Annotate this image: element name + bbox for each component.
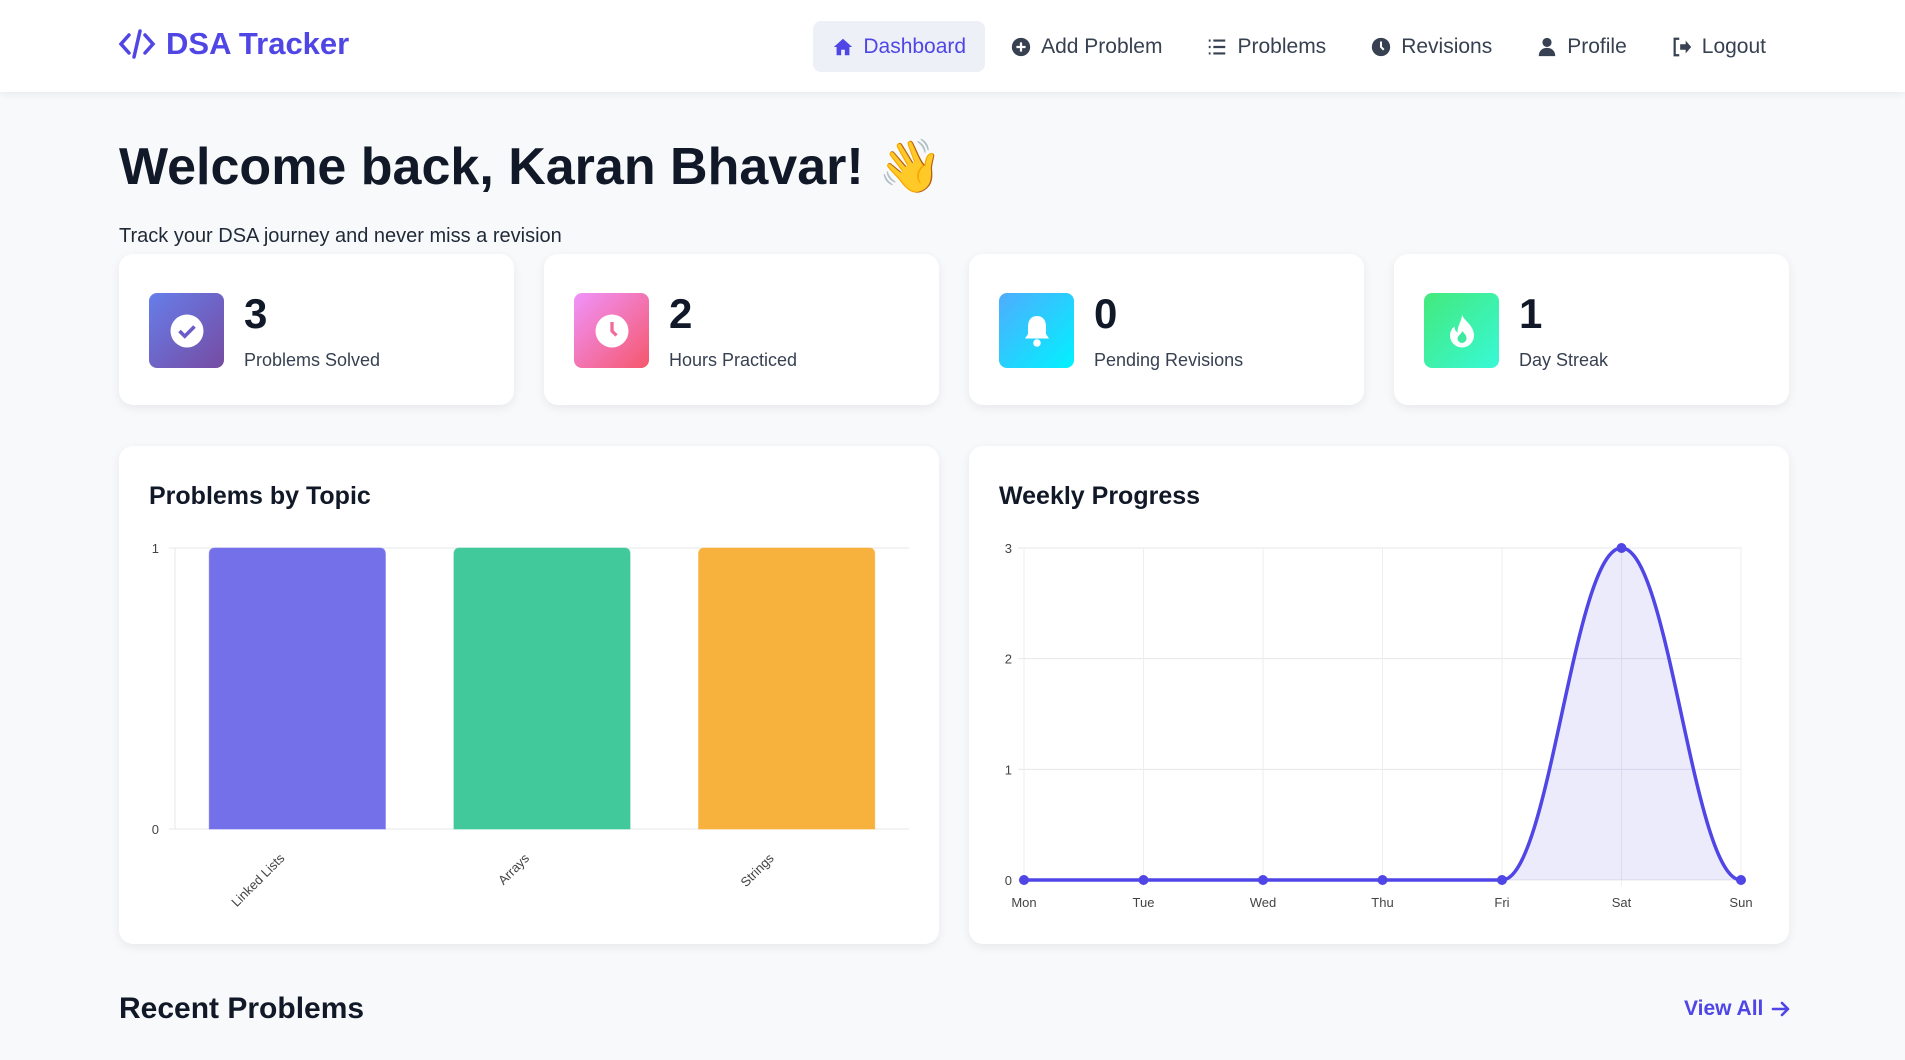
fire-icon [1449,314,1474,347]
home-icon [834,38,853,55]
stat-value: 1 [1519,290,1543,337]
series-line [1024,546,1742,882]
chart-title: Problems by Topic [149,482,371,510]
x-tick-label: Sun [1729,895,1752,910]
recent-problems-title: Recent Problems [119,992,365,1025]
nav-add-problem[interactable]: Add Problem [991,21,1181,72]
x-tick-label: Fri [1494,895,1509,910]
nav-label: Revisions [1401,34,1493,58]
nav-label: Problems [1237,34,1327,58]
stat-value: 2 [669,290,693,337]
nav-label: Profile [1567,34,1627,58]
x-tick-label: Tue [1133,895,1155,910]
stat-icon-box [149,293,224,368]
stat-icon-box [574,293,649,368]
clock-icon [1372,37,1391,56]
page-subtitle: Track your DSA journey and never miss a … [119,225,562,247]
nav-label: Add Problem [1041,34,1163,58]
data-point [1616,543,1627,553]
bell-icon [1024,315,1049,347]
wave-emoji: 👋 [878,138,943,196]
bar [698,547,876,830]
line-chart: 0 1 2 3 Mon Tue Wed Thu Fri Sat Sun [1005,541,1753,910]
stat-icon-box [1424,293,1499,368]
data-point [1138,875,1149,885]
x-tick-label: Arrays [495,850,533,888]
stat-icon-box [999,293,1074,368]
nav-dashboard[interactable]: Dashboard [813,21,986,72]
plus-circle-icon [1011,37,1031,56]
x-tick-label: Sat [1612,895,1632,910]
stat-card: 2 Hours Practiced [544,254,939,405]
stat-value: 0 [1094,290,1118,337]
stat-label: Pending Revisions [1094,350,1244,370]
x-tick-label: Mon [1011,895,1036,910]
stat-label: Day Streak [1519,350,1609,370]
stat-label: Problems Solved [244,350,381,370]
bar [453,547,631,830]
nav-problems[interactable]: Problems [1187,21,1345,72]
x-tick-label: Thu [1371,895,1393,910]
y-tick-label: 0 [1005,873,1012,888]
chart-title: Weekly Progress [999,482,1201,510]
nav-label: Dashboard [863,34,967,58]
x-tick-label: Wed [1250,895,1277,910]
bar [208,547,386,830]
logout-icon [1673,37,1691,56]
data-point [1736,875,1746,885]
x-tick-label: Linked Lists [228,850,288,910]
user-icon [1538,37,1556,56]
nav-profile[interactable]: Profile [1517,21,1646,72]
data-point [1019,875,1029,885]
logo[interactable]: DSA Tracker [118,26,349,62]
nav-revisions[interactable]: Revisions [1351,21,1511,72]
y-tick-label: 3 [1005,541,1012,556]
data-point [1377,875,1388,885]
y-tick-label: 1 [152,541,159,556]
y-tick-label: 1 [1005,762,1012,777]
view-all-link[interactable]: View All [1684,997,1791,1021]
stat-card: 1 Day Streak [1394,254,1789,405]
weekly-chart-card: Weekly Progress 0 1 2 3 Mon Tue Wed Thu Fri Sat Su… [969,446,1789,944]
code-icon [118,29,156,59]
y-tick-label: 0 [152,822,159,837]
nav-label: Logout [1701,34,1766,58]
page-title: Welcome back, Karan Bhavar! 👋 [119,138,943,196]
arrow-right-icon [1772,1001,1790,1017]
logo-text: DSA Tracker [166,26,350,61]
topic-chart-card: Problems by Topic 0 1 Linked Lists Arrays St… [119,446,939,944]
stat-value: 3 [244,290,268,337]
navbar: DSA Tracker Dashboard Add Problem Problems… [0,0,1905,92]
check-circle-icon [170,314,203,347]
clock-icon [595,314,628,347]
x-tick-label: Strings [738,850,778,890]
list-icon [1209,38,1226,55]
data-point [1258,875,1268,885]
nav-logout[interactable]: Logout [1652,21,1785,72]
y-tick-label: 2 [1005,652,1012,667]
area-fill [1024,548,1741,880]
stat-label: Hours Practiced [669,350,798,370]
bar-chart: 0 1 Linked Lists Arrays Strings [152,541,909,910]
stat-card: 0 Pending Revisions [969,254,1364,405]
stat-card: 3 Problems Solved [119,254,514,405]
data-point [1497,875,1507,885]
view-all-label: View All [1684,997,1764,1020]
